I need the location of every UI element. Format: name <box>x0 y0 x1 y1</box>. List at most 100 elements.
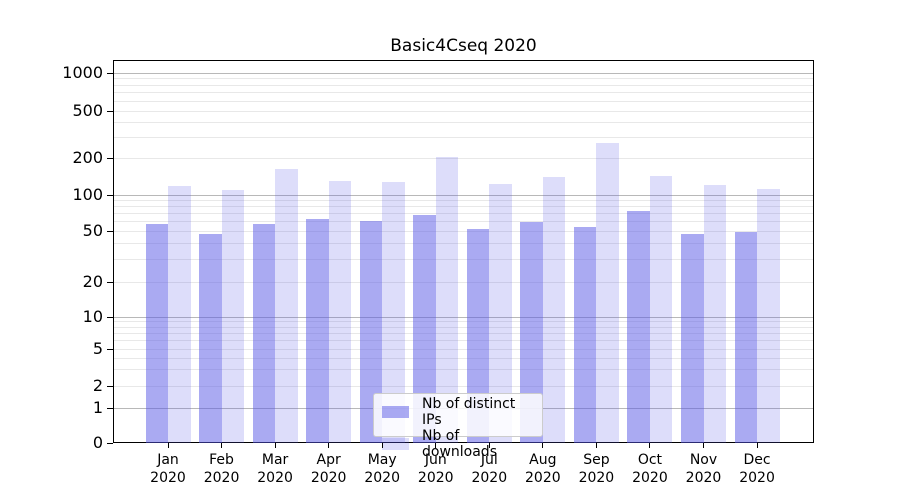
gridline-minor <box>114 348 813 350</box>
bar-distinct-ips-feb <box>199 234 222 443</box>
gridline-major <box>114 316 813 318</box>
gridline-minor <box>114 213 813 215</box>
gridline-minor <box>114 100 813 102</box>
gridline-minor <box>114 199 813 201</box>
y-tick-mark <box>107 316 113 318</box>
gridline-minor <box>114 326 813 328</box>
gridline-minor <box>114 136 813 138</box>
bar-downloads-mar <box>275 168 298 443</box>
gridline-major <box>114 194 813 196</box>
bar-distinct-ips-sep <box>573 227 597 443</box>
bar-distinct-ips-jun <box>413 215 436 443</box>
chart-title: Basic4Cseq 2020 <box>390 36 537 56</box>
bar-distinct-ips-jan <box>145 224 168 443</box>
y-tick-label-50: 50 <box>82 221 103 240</box>
bar-downloads-jun <box>435 156 459 443</box>
legend-label-distinct-ips: Nb of distinct IPs <box>422 396 516 428</box>
gridline-minor <box>114 321 813 323</box>
x-tick-mark <box>221 443 223 448</box>
y-tick-mark <box>107 110 113 112</box>
gridline-minor <box>114 281 813 283</box>
y-tick-mark <box>107 194 113 196</box>
x-tick-mark <box>488 443 490 448</box>
bar-downloads-aug <box>542 176 566 443</box>
y-tick-label-20: 20 <box>82 272 103 291</box>
x-tick-mark <box>381 443 383 448</box>
gridline-minor <box>114 206 813 208</box>
bar-downloads-jan <box>168 186 191 443</box>
bar-downloads-apr <box>328 181 352 443</box>
gridline-minor <box>114 332 813 334</box>
y-tick-label-0: 0 <box>92 433 103 452</box>
gridline-minor <box>114 369 813 371</box>
x-tick-mark <box>542 443 544 448</box>
x-tick-label-sep: Sep 2020 <box>578 452 615 486</box>
y-tick-mark <box>107 230 113 232</box>
bar-downloads-sep <box>596 143 619 443</box>
x-tick-label-mar: Mar 2020 <box>257 452 293 486</box>
bar-distinct-ips-apr <box>306 219 329 443</box>
x-tick-label-feb: Feb 2020 <box>203 452 240 486</box>
x-tick-mark <box>756 443 758 448</box>
x-tick-mark <box>435 443 437 448</box>
gridline-minor <box>114 340 813 342</box>
x-tick-label-may: May 2020 <box>364 452 400 486</box>
x-tick-label-jun: Jun 2020 <box>417 452 454 486</box>
legend-entry-distinct-ips: Nb of distinct IPs <box>382 396 534 428</box>
gridline-minor <box>114 110 813 112</box>
y-tick-label-100: 100 <box>72 185 103 204</box>
y-tick-label-200: 200 <box>72 148 103 167</box>
bar-distinct-ips-mar <box>252 224 276 443</box>
bar-distinct-ips-may <box>359 220 383 443</box>
y-tick-label-1000: 1000 <box>62 63 103 82</box>
gridline-minor <box>114 385 813 387</box>
legend-swatch-downloads <box>382 438 409 450</box>
bar-downloads-nov <box>703 184 726 443</box>
x-tick-mark <box>274 443 276 448</box>
y-tick-label-10: 10 <box>82 307 103 326</box>
bar-downloads-feb <box>221 189 245 443</box>
y-tick-label-500: 500 <box>72 101 103 120</box>
bar-downloads-jul <box>489 183 512 443</box>
bar-downloads-oct <box>649 175 673 443</box>
gridline-minor <box>114 157 813 159</box>
gridline-major <box>114 72 813 74</box>
gridline-minor <box>114 92 813 94</box>
legend-label-downloads: Nb of downloads <box>422 428 497 460</box>
x-tick-mark <box>703 443 704 448</box>
gridline-minor <box>114 78 813 80</box>
bar-distinct-ips-aug <box>520 222 543 443</box>
y-tick-mark <box>107 157 113 159</box>
y-tick-label-1: 1 <box>92 398 103 417</box>
gridline-minor <box>114 221 813 223</box>
x-tick-mark <box>167 443 169 448</box>
bar-downloads-dec <box>757 189 780 443</box>
bar-downloads-may <box>382 181 405 443</box>
x-tick-label-aug: Aug 2020 <box>525 452 561 486</box>
legend-entry-downloads: Nb of downloads <box>382 428 534 460</box>
gridline-minor <box>114 230 813 232</box>
gridline-minor <box>114 258 813 260</box>
x-tick-label-jul: Jul 2020 <box>471 452 508 486</box>
x-tick-label-apr: Apr 2020 <box>310 452 347 486</box>
y-tick-mark <box>107 442 113 444</box>
gridline-minor <box>114 121 813 123</box>
plot-area: Nb of distinct IPs Nb of downloads <box>113 60 814 460</box>
gridline-minor <box>114 84 813 86</box>
x-tick-mark <box>649 443 651 448</box>
x-tick-label-nov: Nov 2020 <box>685 452 722 486</box>
y-tick-label-5: 5 <box>92 339 103 358</box>
bar-distinct-ips-jul <box>466 228 490 443</box>
bar-distinct-ips-nov <box>681 234 704 443</box>
x-tick-label-dec: Dec 2020 <box>739 452 775 486</box>
y-tick-mark <box>107 72 113 74</box>
gridline-minor <box>114 242 813 244</box>
bar-distinct-ips-dec <box>734 232 758 443</box>
x-tick-label-oct: Oct 2020 <box>632 452 668 486</box>
y-tick-mark <box>107 407 113 409</box>
y-tick-mark <box>107 281 113 283</box>
x-tick-mark <box>595 443 597 448</box>
y-tick-mark <box>107 385 113 387</box>
gridline-minor <box>114 357 813 359</box>
